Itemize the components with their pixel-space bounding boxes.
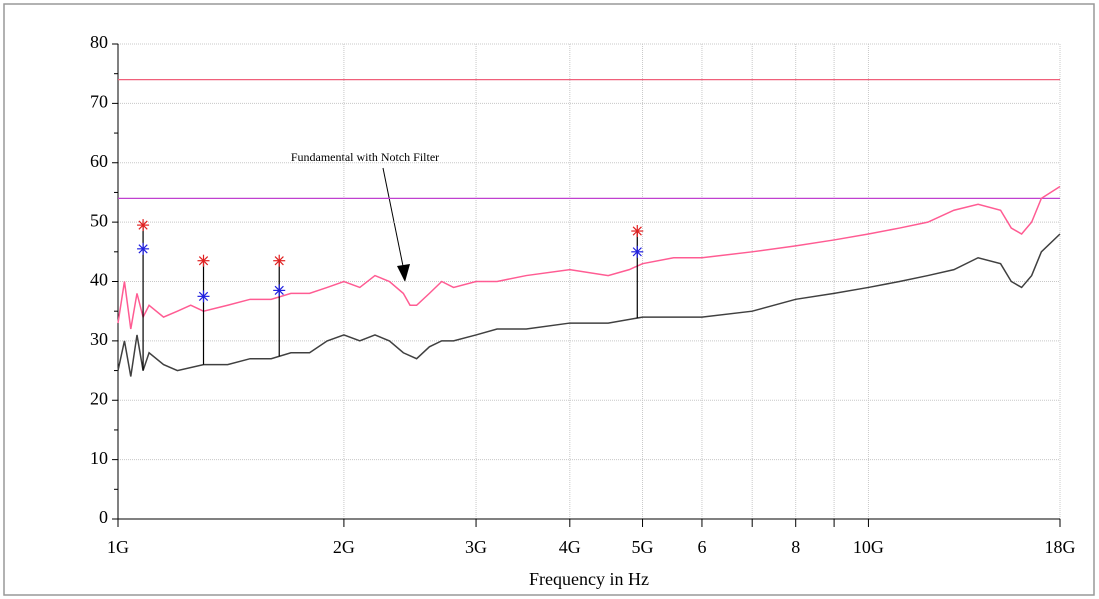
y-tick-label: 20 xyxy=(90,388,108,408)
marker xyxy=(631,225,644,238)
marker-stroke xyxy=(138,220,148,230)
y-tick-label: 50 xyxy=(90,210,108,230)
y-tick-label: 80 xyxy=(90,32,108,52)
y-tick-label: 60 xyxy=(90,151,108,171)
x-tick-label: 1G xyxy=(107,537,129,557)
marker-stroke xyxy=(198,256,209,266)
marker xyxy=(631,245,644,258)
annotation: Fundamental with Notch Filter xyxy=(291,150,439,164)
y-tick-label: 10 xyxy=(90,448,108,468)
marker-stroke xyxy=(274,285,284,296)
x-tick-label: 5G xyxy=(632,537,654,557)
x-tick-label: 2G xyxy=(333,537,355,557)
marker-stroke xyxy=(274,256,284,266)
x-axis-label: Frequency in Hz xyxy=(529,569,649,589)
marker xyxy=(197,290,210,303)
y-tick-label: 70 xyxy=(90,92,108,112)
trace xyxy=(117,233,1061,377)
x-tick-label: 4G xyxy=(559,537,581,557)
marker xyxy=(137,242,150,255)
x-tick-label: 10G xyxy=(853,537,884,557)
x-tick-label: 3G xyxy=(465,537,487,557)
marker xyxy=(273,254,286,267)
marker-stroke xyxy=(632,247,642,257)
marker-stroke xyxy=(632,226,642,236)
y-tick-label: 40 xyxy=(90,270,108,290)
marker xyxy=(197,254,210,267)
marker xyxy=(137,219,150,232)
y-tick-label: 30 xyxy=(90,329,108,349)
trace xyxy=(117,185,1061,330)
frame xyxy=(3,3,1095,596)
marker xyxy=(273,284,286,297)
x-tick-label: 6 xyxy=(697,537,706,557)
marker-stroke xyxy=(138,244,148,254)
annotation-arrow xyxy=(382,167,404,267)
x-tick-label: 8 xyxy=(791,537,800,557)
annotation-arrowhead xyxy=(397,264,410,282)
x-tick-label: 18G xyxy=(1045,537,1076,557)
y-tick-label: 0 xyxy=(99,507,108,527)
marker-stroke xyxy=(198,291,209,301)
